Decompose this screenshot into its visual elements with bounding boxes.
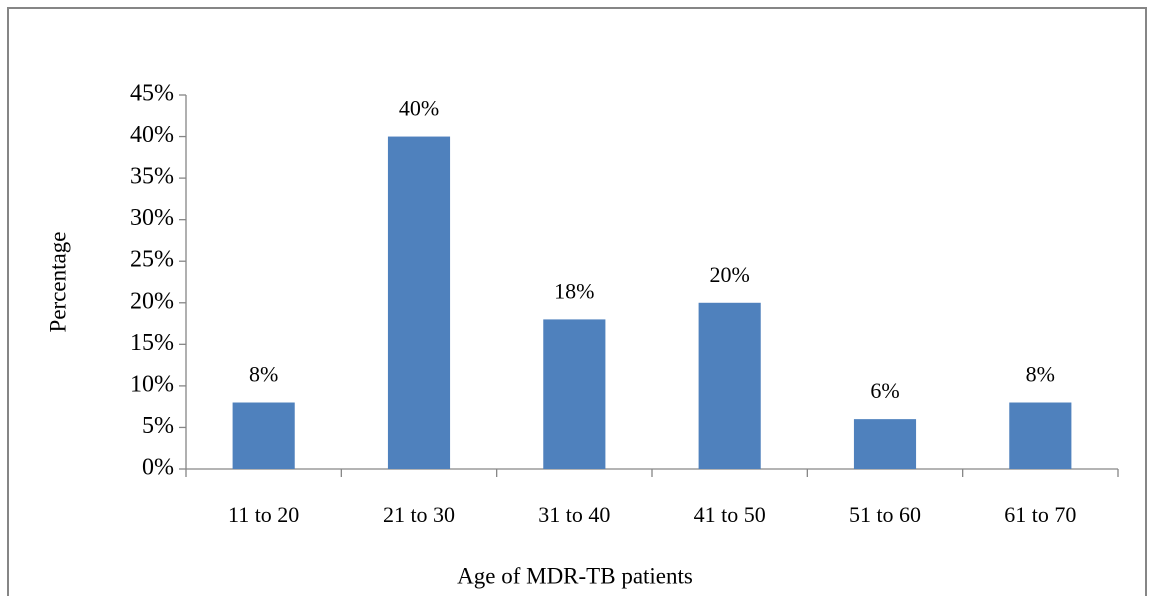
- y-tick-label: 5%: [142, 413, 174, 439]
- bar: [232, 402, 295, 469]
- y-tick-label: 0%: [142, 455, 174, 481]
- x-tick-label: 51 to 60: [849, 502, 921, 527]
- bar: [853, 419, 917, 469]
- bar: [698, 302, 761, 469]
- data-label: 8%: [1026, 362, 1055, 387]
- y-tick-label: 35%: [130, 164, 174, 190]
- y-tick-label: 20%: [130, 288, 174, 314]
- y-tick-label: 30%: [130, 205, 174, 231]
- y-tick-label: 40%: [130, 122, 174, 148]
- y-tick-label: 25%: [130, 247, 174, 273]
- y-tick-label: 15%: [130, 330, 174, 356]
- x-axis-title: Age of MDR-TB patients: [457, 563, 693, 588]
- y-tick-label: 10%: [130, 371, 174, 397]
- chart-border: [7, 7, 1147, 596]
- y-axis-title: Percentage: [45, 232, 70, 333]
- bar: [387, 136, 451, 470]
- data-label: 40%: [399, 96, 439, 121]
- x-tick-label: 21 to 30: [383, 502, 455, 527]
- data-label: 6%: [870, 378, 899, 403]
- data-label: 18%: [554, 278, 594, 303]
- x-tick-label: 11 to 20: [228, 502, 299, 527]
- x-tick-label: 41 to 50: [694, 502, 766, 527]
- bar: [1009, 402, 1072, 469]
- x-tick-label: 61 to 70: [1004, 502, 1076, 527]
- data-label: 20%: [710, 262, 750, 287]
- x-tick-label: 31 to 40: [538, 502, 610, 527]
- y-tick-label: 45%: [130, 81, 174, 107]
- data-label: 8%: [249, 362, 278, 387]
- bar: [543, 319, 606, 469]
